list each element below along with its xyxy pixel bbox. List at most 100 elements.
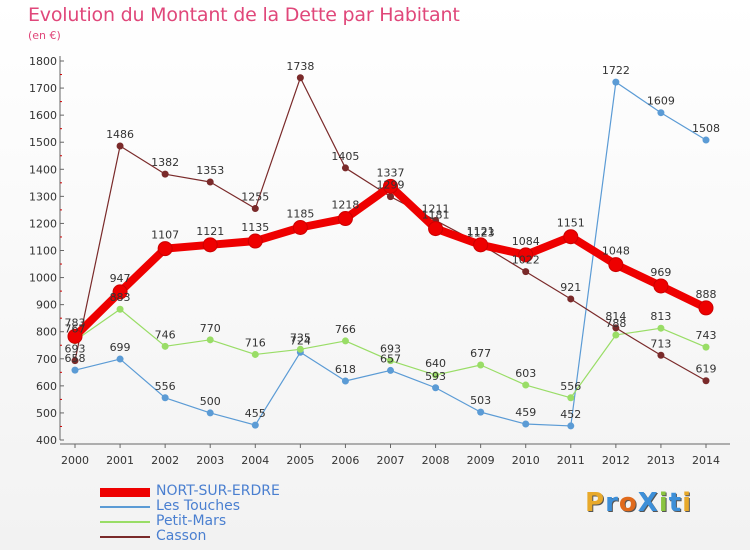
data-point bbox=[157, 241, 173, 257]
data-label: 640 bbox=[425, 357, 446, 370]
y-tick-label: 600 bbox=[36, 380, 57, 393]
data-label: 1218 bbox=[331, 199, 359, 212]
x-tick-label: 2013 bbox=[647, 454, 675, 467]
data-label: 1255 bbox=[241, 191, 269, 204]
x-tick-label: 2010 bbox=[512, 454, 540, 467]
data-point bbox=[387, 357, 394, 365]
data-label: 713 bbox=[650, 337, 671, 350]
data-label: 767 bbox=[65, 323, 86, 336]
data-point bbox=[702, 136, 710, 144]
data-point bbox=[206, 409, 214, 417]
data-point bbox=[657, 324, 665, 332]
data-label: 716 bbox=[245, 336, 266, 349]
legend-swatch bbox=[100, 506, 150, 508]
data-label: 1405 bbox=[331, 150, 359, 163]
data-point bbox=[251, 421, 259, 429]
data-label: 1211 bbox=[422, 202, 450, 215]
legend-label: Casson bbox=[156, 528, 207, 544]
y-tick-label: 500 bbox=[36, 407, 57, 420]
data-point bbox=[161, 394, 169, 402]
legend-swatch bbox=[100, 536, 150, 538]
data-label: 1337 bbox=[377, 166, 405, 179]
data-point bbox=[612, 324, 620, 332]
data-point bbox=[653, 278, 669, 294]
data-point bbox=[608, 257, 624, 273]
data-label: 1185 bbox=[286, 207, 314, 220]
data-label: 1121 bbox=[467, 225, 495, 238]
data-point bbox=[112, 284, 128, 300]
data-point bbox=[518, 247, 534, 263]
data-label: 657 bbox=[380, 352, 401, 365]
data-point bbox=[161, 170, 169, 178]
data-point bbox=[67, 328, 83, 344]
data-label: 556 bbox=[155, 380, 176, 393]
data-point bbox=[563, 229, 579, 245]
data-label: 1151 bbox=[557, 217, 585, 230]
data-point bbox=[612, 331, 620, 339]
data-point bbox=[522, 381, 530, 389]
data-point bbox=[473, 237, 489, 253]
legend-swatch bbox=[100, 521, 150, 523]
data-point bbox=[296, 74, 304, 82]
legend-swatch bbox=[100, 487, 150, 497]
data-point bbox=[71, 357, 79, 365]
data-label: 619 bbox=[696, 363, 717, 376]
data-label: 1022 bbox=[512, 254, 540, 267]
y-tick-label: 1700 bbox=[29, 82, 57, 95]
data-label: 724 bbox=[290, 334, 311, 347]
x-tick-label: 2007 bbox=[377, 454, 405, 467]
data-label: 1107 bbox=[151, 229, 179, 242]
data-point bbox=[337, 211, 353, 227]
data-label: 459 bbox=[515, 406, 536, 419]
data-point bbox=[116, 355, 124, 363]
data-point bbox=[247, 233, 263, 249]
data-point bbox=[612, 78, 620, 86]
data-point bbox=[432, 384, 440, 392]
data-label: 735 bbox=[290, 331, 311, 344]
x-tick-label: 2002 bbox=[151, 454, 179, 467]
data-label: 1353 bbox=[196, 164, 224, 177]
data-label: 1121 bbox=[196, 225, 224, 238]
y-tick-label: 900 bbox=[36, 299, 57, 312]
data-label: 888 bbox=[696, 288, 717, 301]
x-tick-label: 2012 bbox=[602, 454, 630, 467]
y-tick-label: 1500 bbox=[29, 136, 57, 149]
x-tick-label: 2009 bbox=[467, 454, 495, 467]
legend-label: Les Touches bbox=[156, 498, 240, 514]
legend-label: Petit-Mars bbox=[156, 513, 227, 529]
x-tick-label: 2011 bbox=[557, 454, 585, 467]
data-label: 693 bbox=[65, 343, 86, 356]
data-label: 1382 bbox=[151, 156, 179, 169]
data-label: 500 bbox=[200, 395, 221, 408]
data-label: 1123 bbox=[467, 226, 495, 239]
data-point bbox=[657, 109, 665, 117]
data-label: 658 bbox=[65, 352, 86, 365]
data-point bbox=[522, 420, 530, 428]
y-tick-label: 400 bbox=[36, 434, 57, 447]
data-point bbox=[341, 337, 349, 345]
y-tick-label: 1300 bbox=[29, 190, 57, 203]
data-point bbox=[71, 366, 79, 374]
data-point bbox=[161, 342, 169, 350]
data-label: 1181 bbox=[422, 209, 450, 222]
data-label: 1738 bbox=[286, 60, 314, 73]
data-point bbox=[116, 142, 124, 150]
data-point bbox=[387, 193, 394, 201]
data-point bbox=[428, 221, 444, 237]
data-point bbox=[567, 295, 575, 303]
data-label: 699 bbox=[110, 341, 131, 354]
data-label: 814 bbox=[605, 310, 626, 323]
y-tick-label: 1000 bbox=[29, 272, 57, 285]
data-label: 1048 bbox=[602, 245, 630, 258]
data-point bbox=[657, 351, 665, 359]
data-point bbox=[251, 350, 259, 358]
data-point bbox=[387, 366, 394, 374]
data-label: 883 bbox=[110, 291, 131, 304]
data-label: 503 bbox=[470, 394, 491, 407]
data-point bbox=[477, 361, 485, 369]
chart-title: Evolution du Montant de la Dette par Hab… bbox=[28, 4, 460, 26]
y-tick-label: 1200 bbox=[29, 217, 57, 230]
x-tick-label: 2006 bbox=[331, 454, 359, 467]
data-label: 1609 bbox=[647, 95, 675, 108]
